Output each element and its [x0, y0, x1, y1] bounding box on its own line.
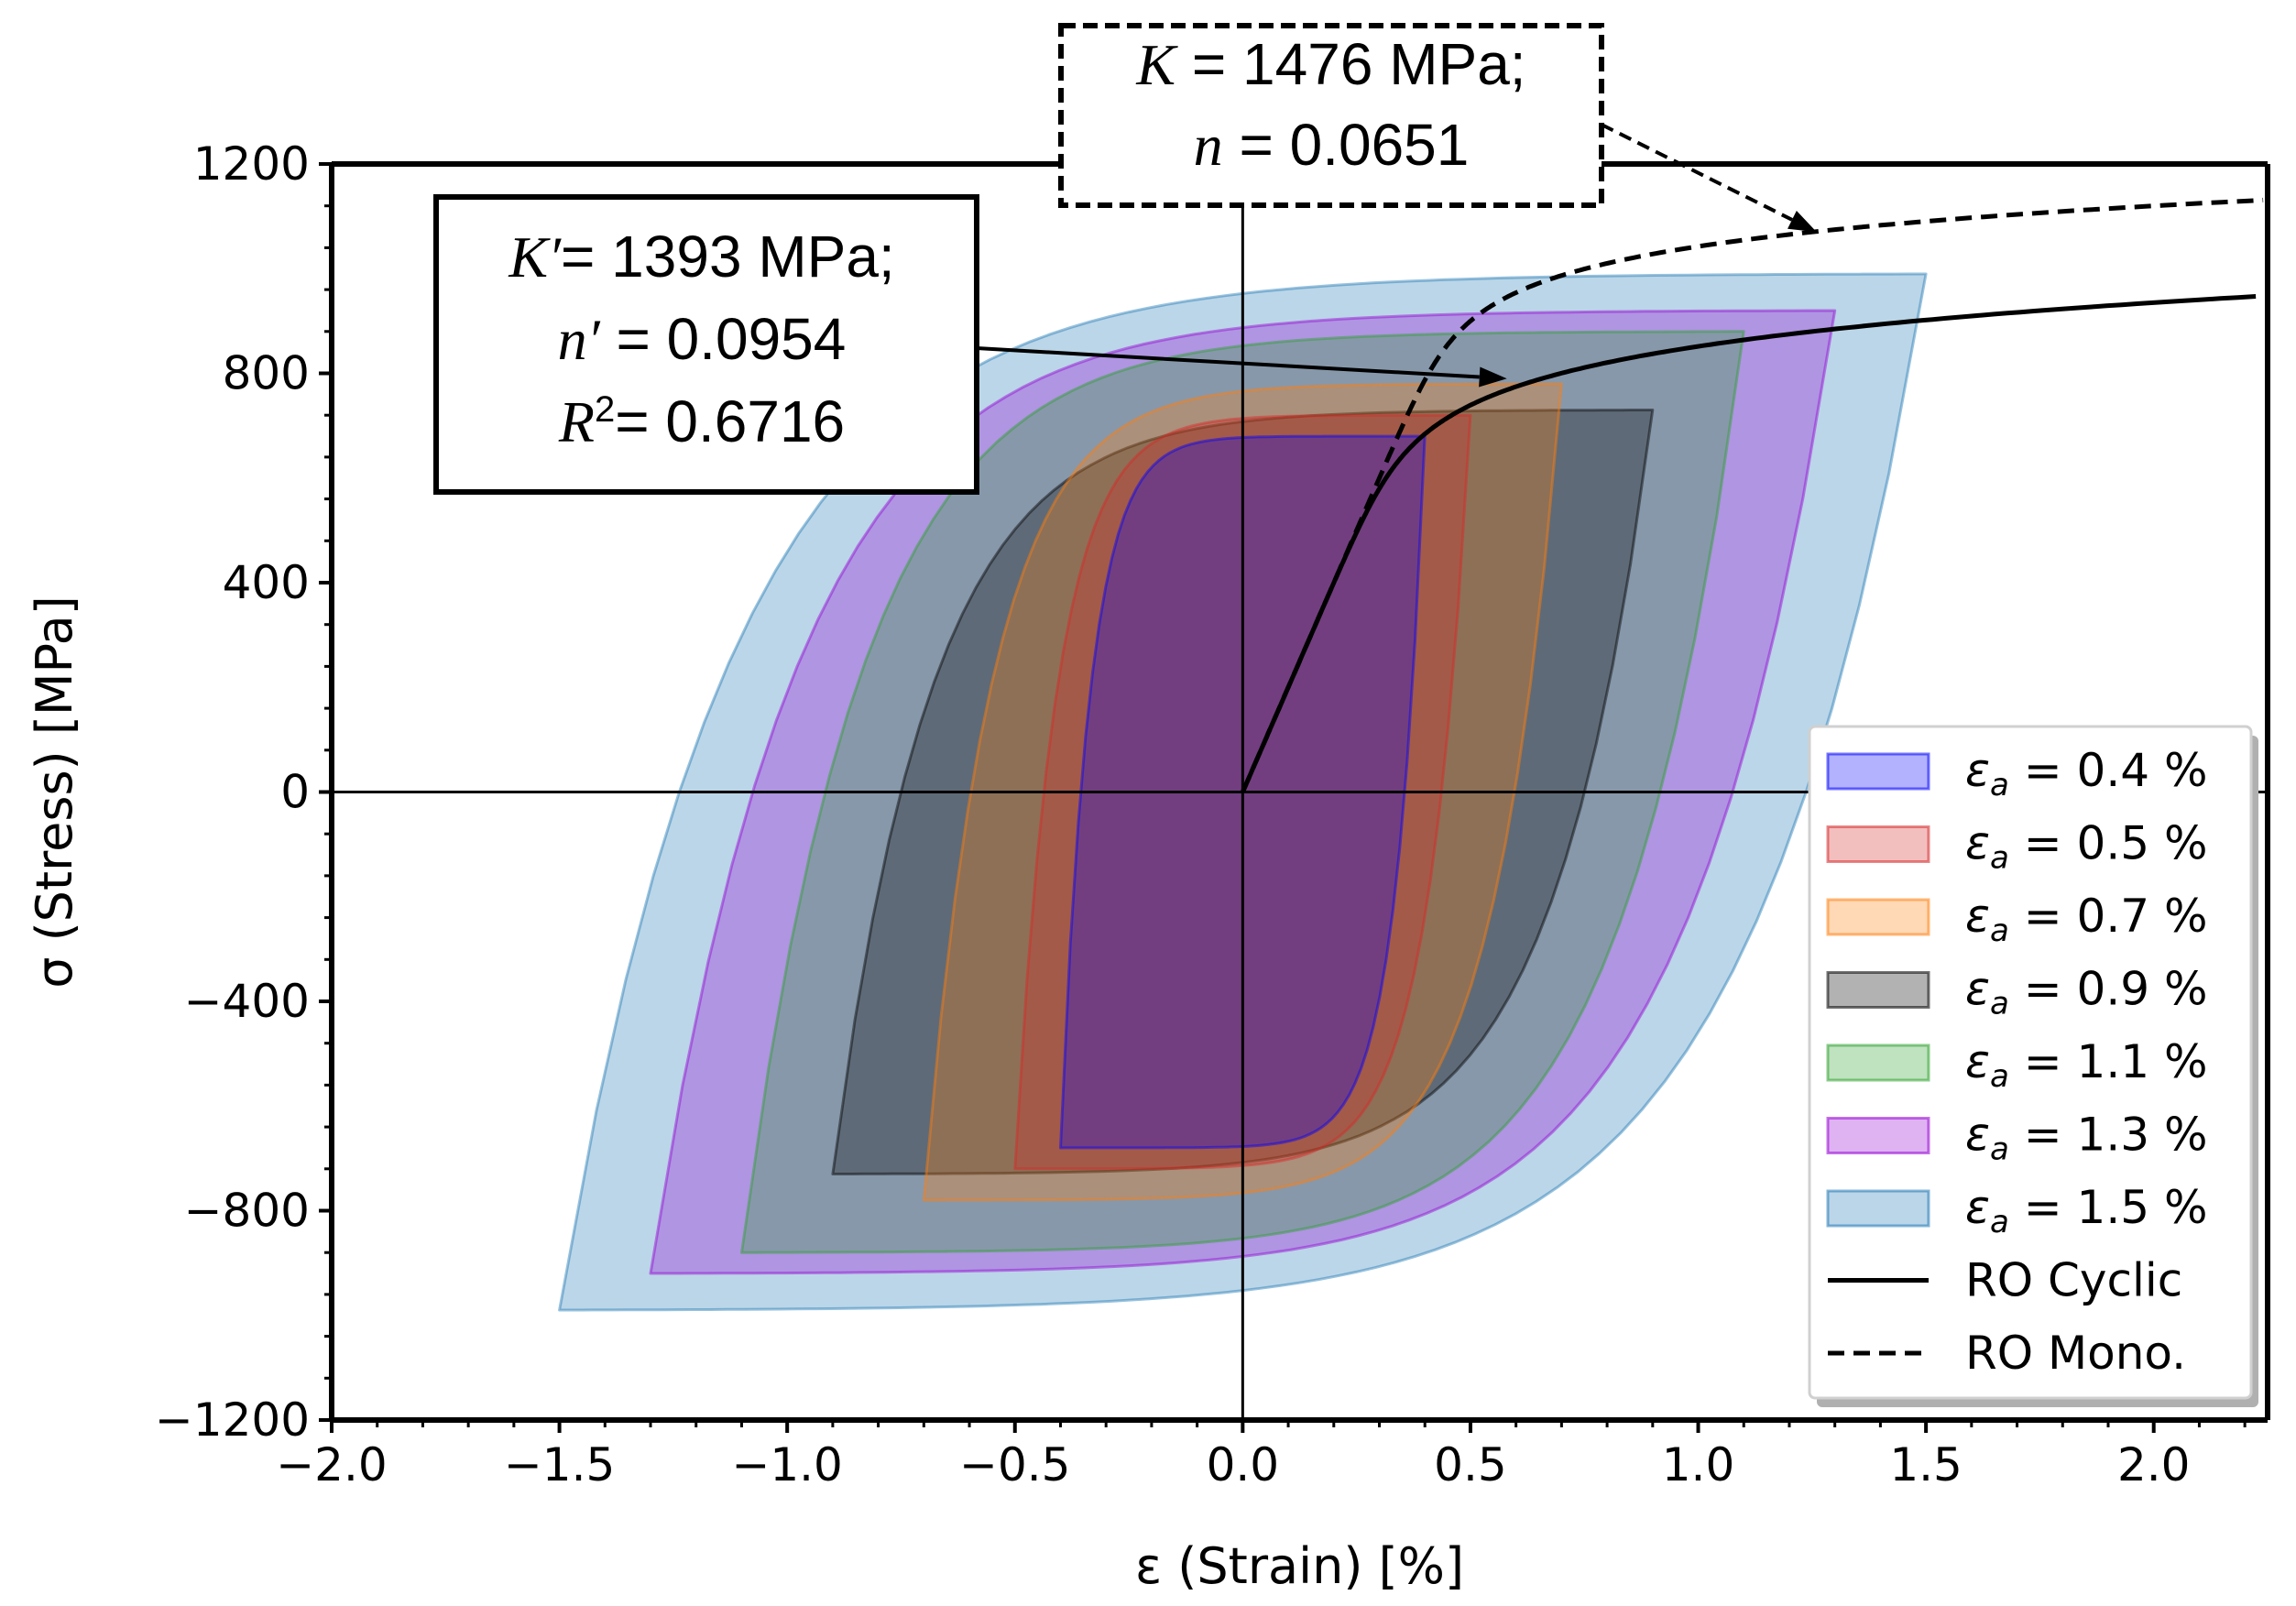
y-tick-label: 400: [223, 556, 310, 609]
y-tick-label: 1200: [193, 137, 310, 191]
legend-label: RO Cyclic: [1965, 1254, 2182, 1307]
legend-label: εa = 0.9 %: [1965, 963, 2207, 1022]
legend-label: εa = 0.7 %: [1965, 890, 2207, 949]
legend-entry: εa = 1.3 %: [1826, 1109, 2207, 1168]
legend-label: εa = 0.5 %: [1965, 817, 2207, 877]
annotation-line: n = 0.0651: [1194, 112, 1470, 178]
x-axis-label: ε (Strain) [%]: [1135, 1537, 1464, 1595]
annotations: K = 1476 MPa; n = 0.0651 K′= 1393 MPa; n′ =…: [433, 23, 1817, 495]
x-tick-label: 0.5: [1434, 1438, 1507, 1491]
legend: εa = 0.4 % εa = 0.5 % εa = 0.7 % εa = 0.9 %…: [1808, 725, 2258, 1407]
legend-swatch: [1826, 1117, 1930, 1154]
annotation-line: K = 1476 MPa;: [1135, 31, 1525, 97]
x-tick-label: 1.0: [1662, 1438, 1735, 1491]
y-tick-label: 0: [280, 766, 310, 819]
y-tick-label: −800: [184, 1185, 310, 1238]
x-tick-label: −0.5: [959, 1438, 1070, 1491]
y-tick-label: −400: [184, 975, 310, 1028]
annotation-arrow-line: [976, 346, 1480, 379]
ro-mono-curve: [1241, 197, 2264, 792]
legend-swatch: [1826, 971, 1930, 1009]
annotation-mono: K = 1476 MPa; n = 0.0651: [1058, 23, 1817, 233]
x-tick-label: −1.5: [504, 1438, 615, 1491]
annotation-cyclic: K′= 1393 MPa; n′ = 0.0954 R2= 0.6716: [433, 194, 1507, 495]
annotation-line: n′ = 0.0954: [558, 306, 847, 372]
legend-label: RO Mono.: [1965, 1327, 2186, 1380]
legend-entry: εa = 0.5 %: [1826, 817, 2207, 877]
legend-entry: εa = 0.9 %: [1826, 963, 2207, 1022]
legend-label: εa = 1.1 %: [1965, 1035, 2207, 1095]
ramberg-osgood-curves: [1241, 197, 2264, 792]
legend-swatch: [1826, 752, 1930, 791]
annotation-box: [1058, 23, 1604, 208]
legend-label: εa = 1.5 %: [1965, 1181, 2207, 1240]
legend-entry: RO Cyclic: [1828, 1254, 2182, 1307]
axis-labels: ε (Strain) [%] σ (Stress) [MPa]: [26, 595, 1464, 1595]
legend-entry: εa = 0.7 %: [1826, 890, 2207, 949]
x-tick-label: 0.0: [1207, 1438, 1280, 1491]
x-tick-label: −1.0: [731, 1438, 842, 1491]
legend-label: εa = 0.4 %: [1965, 744, 2207, 803]
legend-swatch: [1826, 1043, 1930, 1082]
legend-label: εa = 1.3 %: [1965, 1109, 2207, 1168]
x-tick-label: −2.0: [276, 1438, 387, 1491]
annotation-arrowhead: [1788, 211, 1817, 233]
annotation-arrowhead: [1479, 366, 1507, 388]
legend-swatch: [1826, 825, 1930, 863]
annotation-line: K′= 1393 MPa;: [508, 224, 894, 290]
legend-swatch: [1826, 898, 1930, 936]
y-tick-label: 800: [223, 347, 310, 400]
y-tick-label: −1200: [155, 1393, 310, 1447]
legend-box: [1808, 725, 2253, 1400]
x-tick-label: 2.0: [2117, 1438, 2191, 1491]
legend-entry: RO Mono.: [1828, 1327, 2186, 1380]
axis-ticks: −2.0 −1.5 −1.0 −0.5 0.0 0.5 1.0 1.5 2.0 −1200 −800…: [155, 137, 2247, 1491]
y-axis-label: σ (Stress) [MPa]: [26, 595, 83, 989]
annotation-line: R2= 0.6716: [558, 388, 845, 454]
legend-swatch: [1826, 1189, 1930, 1228]
legend-entry: εa = 1.1 %: [1826, 1035, 2207, 1095]
legend-entry: εa = 0.4 %: [1826, 744, 2207, 803]
legend-entry: εa = 1.5 %: [1826, 1181, 2207, 1240]
annotation-box: [433, 194, 979, 495]
annotation-arrow-line: [1601, 123, 1793, 222]
x-tick-label: 1.5: [1889, 1438, 1963, 1491]
